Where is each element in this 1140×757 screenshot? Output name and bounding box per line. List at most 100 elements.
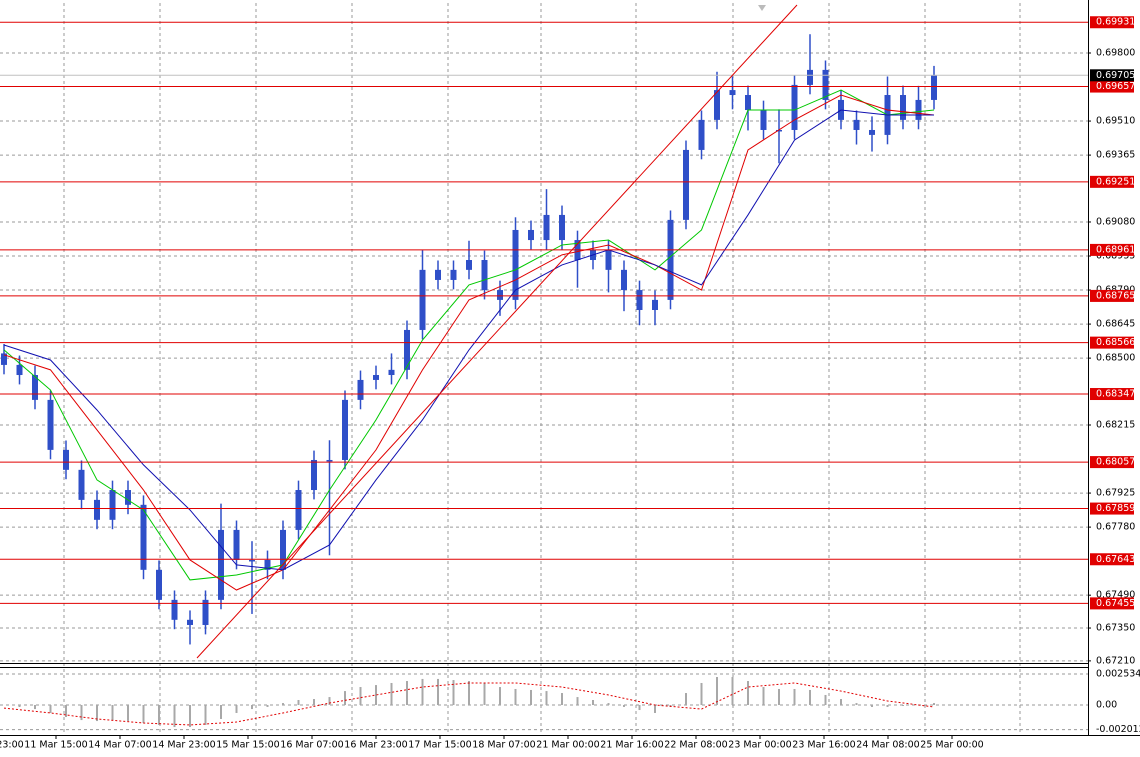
vertical-grid [63, 3, 1021, 735]
candle-body [652, 299, 658, 310]
candle-body [791, 84, 798, 130]
level-label-bg [1090, 175, 1134, 188]
candle-body [435, 269, 441, 280]
level-label-bg [1090, 456, 1134, 469]
x-tick-label: 24 Mar 08:00 [856, 740, 919, 751]
candle-body [218, 529, 224, 600]
level-label-bg [1090, 243, 1134, 256]
candle-body [683, 149, 689, 220]
candle-body [419, 269, 426, 330]
candle-body [404, 329, 410, 370]
x-tick-label: 14 Mar 23:00 [152, 740, 215, 751]
level-label: 0.68057 [1096, 457, 1135, 468]
candle-body [528, 229, 534, 241]
y-tick-label: 0.67780 [1096, 522, 1135, 533]
candle-body [714, 90, 720, 120]
x-tick-label: 25 Mar 00:00 [920, 740, 983, 751]
candle-body [78, 469, 85, 500]
candle-body [481, 260, 488, 291]
candle-body [745, 95, 751, 111]
moving-average [3, 89, 935, 581]
trend-line [196, 4, 798, 659]
y-tick-label: 0.68645 [1096, 319, 1135, 330]
candle-body [94, 499, 100, 520]
x-tick-label: 14 Mar 07:00 [88, 740, 151, 751]
current-price-bg [1090, 69, 1134, 82]
y-tick-label: 0.67210 [1096, 655, 1135, 666]
candle-body [388, 369, 395, 376]
candle-body [311, 459, 317, 491]
level-label-bg [1090, 336, 1134, 349]
candle-body [295, 490, 302, 530]
candle-body [280, 529, 286, 570]
candle-body [559, 214, 565, 241]
moving-average [3, 109, 934, 571]
candle-body [187, 619, 193, 625]
osc-tick-label: 0.002534 [1096, 669, 1140, 680]
candle-body [621, 269, 627, 291]
frame [0, 0, 1140, 736]
candle-body [760, 110, 767, 130]
candle-body [450, 269, 457, 280]
x-tick-label: 18 Mar 07:00 [472, 740, 535, 751]
oscillator-panel [0, 673, 1088, 731]
level-label-bg [1090, 16, 1134, 29]
level-label-bg [1090, 388, 1134, 401]
candle-body [357, 379, 364, 400]
axes: 0.69800 0.69510 0.69365 0.69080 0.68935 0.687… [0, 16, 1140, 751]
level-label: 0.67859 [1096, 503, 1135, 514]
candle-body [512, 229, 519, 300]
level-label-bg [1090, 502, 1134, 515]
level-label: 0.68961 [1096, 244, 1135, 255]
x-tick-label: 15 Mar 15:00 [216, 740, 279, 751]
y-tick-label: 0.68935 [1096, 251, 1135, 262]
x-tick-label: 16 Mar 07:00 [280, 740, 343, 751]
candle-body [63, 449, 69, 470]
candle-body [543, 214, 550, 241]
candle-body [32, 375, 38, 400]
candle-body [233, 529, 240, 560]
candle-body [900, 95, 906, 120]
candle-body [16, 364, 23, 376]
candle-body [807, 69, 813, 85]
level-label: 0.67455 [1096, 598, 1135, 609]
x-tick-label: 17 Mar 15:00 [408, 740, 471, 751]
x-tick-label: 10 Mar 23:00 [0, 740, 24, 751]
candle-body [171, 599, 178, 620]
candle-body [776, 129, 782, 132]
level-label-bg [1090, 597, 1134, 610]
candle-body [125, 490, 131, 505]
y-tick-label: 0.69800 [1096, 47, 1135, 58]
candle-body [156, 569, 162, 600]
candle-body [342, 399, 348, 460]
level-label-bg [1090, 289, 1134, 302]
level-label: 0.69931 [1096, 17, 1135, 28]
osc-tick-label: 0.00 [1096, 700, 1117, 711]
x-tick-label: 21 Mar 00:00 [536, 740, 599, 751]
x-tick-label: 23 Mar 16:00 [792, 740, 855, 751]
level-label: 0.68566 [1096, 337, 1135, 348]
x-tick-label: 21 Mar 16:00 [600, 740, 663, 751]
candle-body [373, 375, 379, 380]
candle-body [698, 119, 705, 150]
y-tick-label: 0.68500 [1096, 353, 1135, 364]
candle-body [931, 75, 937, 100]
x-tick-label: 11 Mar 15:00 [24, 740, 87, 751]
y-tick-label: 0.67925 [1096, 488, 1135, 499]
candle-body [202, 599, 209, 625]
candle-body [109, 490, 116, 520]
candle-body [497, 290, 503, 300]
current-price-label: 0.69705 [1096, 70, 1135, 81]
candle-body [47, 399, 54, 450]
level-label-bg [1090, 80, 1134, 93]
candle-body [853, 119, 860, 130]
x-tick-label: 23 Mar 00:00 [728, 740, 791, 751]
candle-body [140, 504, 147, 570]
shift-marker [758, 5, 766, 11]
y-tick-label: 0.67490 [1096, 590, 1135, 601]
candle-body [915, 99, 922, 120]
level-label-bg [1090, 553, 1134, 566]
candle-body [869, 129, 875, 135]
